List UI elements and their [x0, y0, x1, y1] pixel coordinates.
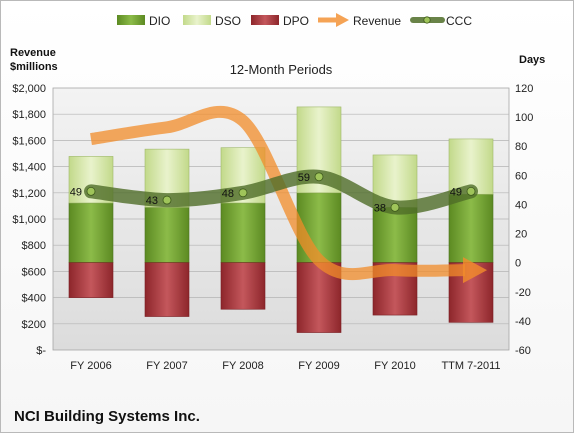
legend-swatch-dio: [117, 15, 145, 25]
legend-label-ccc: CCC: [446, 14, 472, 28]
right-tick-label: -60: [515, 345, 531, 357]
legend-label-dio: DIO: [149, 14, 170, 28]
bar-dio: [372, 207, 418, 263]
legend-label-dpo: DPO: [283, 14, 309, 28]
left-tick-label: $1,800: [12, 109, 46, 121]
axes: $- $200 $400 $600 $800 $1,000 $1,200 $1,400 $1,6…: [12, 83, 533, 372]
left-tick-label: $200: [22, 319, 46, 331]
left-axis-title-line1: Revenue: [10, 47, 56, 59]
ccc-marker: [314, 172, 324, 182]
x-tick-label: FY 2006: [70, 360, 111, 372]
ccc-line: [84, 169, 478, 215]
right-tick-label: -40: [515, 316, 531, 328]
legend-swatch-ccc-marker: [423, 16, 431, 24]
left-tick-label: $1,600: [12, 135, 46, 147]
right-tick-label: 40: [515, 199, 527, 211]
right-tick-label: -20: [515, 287, 531, 299]
ccc-marker: [162, 195, 172, 205]
series-lines: 49 43 48 59 38 49: [70, 105, 487, 284]
legend-swatch-revenue-arrowhead: [336, 13, 349, 27]
legend-label-revenue: Revenue: [353, 14, 401, 28]
bar-dio: [448, 193, 494, 263]
ccc-data-label: 49: [70, 186, 82, 198]
left-tick-label: $2,000: [12, 83, 46, 95]
x-tick-label: FY 2008: [222, 360, 263, 372]
left-tick-label: $400: [22, 293, 46, 305]
left-tick-label: $1,200: [12, 188, 46, 200]
left-tick-label: $1,400: [12, 162, 46, 174]
left-tick-label: $1,000: [12, 214, 46, 226]
right-tick-label: 60: [515, 170, 527, 182]
ccc-marker: [86, 186, 96, 196]
right-tick-label: 0: [515, 258, 521, 270]
legend-label-dso: DSO: [215, 14, 241, 28]
x-tick-label: FY 2009: [298, 360, 339, 372]
x-tick-label: TTM 7-2011: [441, 360, 500, 372]
legend: DIO DSO DPO Revenue CCC: [117, 13, 472, 28]
left-tick-label: $800: [22, 240, 46, 252]
right-tick-label: 20: [515, 229, 527, 241]
right-axis-title: Days: [519, 54, 545, 66]
ccc-data-label: 43: [146, 195, 158, 207]
bar-dpo: [68, 262, 114, 298]
bar-dio: [220, 202, 266, 263]
left-tick-label: $-: [36, 345, 46, 357]
ccc-data-label: 59: [298, 172, 310, 184]
ccc-data-label: 38: [374, 202, 386, 214]
chart-title: 12-Month Periods: [230, 62, 333, 77]
bar-dpo: [144, 262, 190, 317]
ccc-marker: [466, 186, 476, 196]
x-tick-label: FY 2007: [146, 360, 187, 372]
right-tick-label: 120: [515, 83, 533, 95]
bar-dio: [144, 207, 190, 263]
ccc-marker: [390, 202, 400, 212]
legend-swatch-dpo: [251, 15, 279, 25]
ccc-data-label: 48: [222, 188, 234, 200]
legend-swatch-dso: [183, 15, 211, 25]
company-name: NCI Building Systems Inc.: [14, 408, 200, 425]
revenue-arrowhead: [463, 257, 487, 284]
left-axis-title-line2: $millions: [10, 61, 58, 73]
ccc-marker: [238, 188, 248, 198]
left-tick-label: $600: [22, 266, 46, 278]
ccc-data-label: 49: [450, 186, 462, 198]
x-tick-label: FY 2010: [374, 360, 415, 372]
right-tick-label: 80: [515, 141, 527, 153]
bar-dio: [68, 202, 114, 263]
bar-dpo: [220, 262, 266, 310]
right-tick-label: 100: [515, 112, 533, 124]
